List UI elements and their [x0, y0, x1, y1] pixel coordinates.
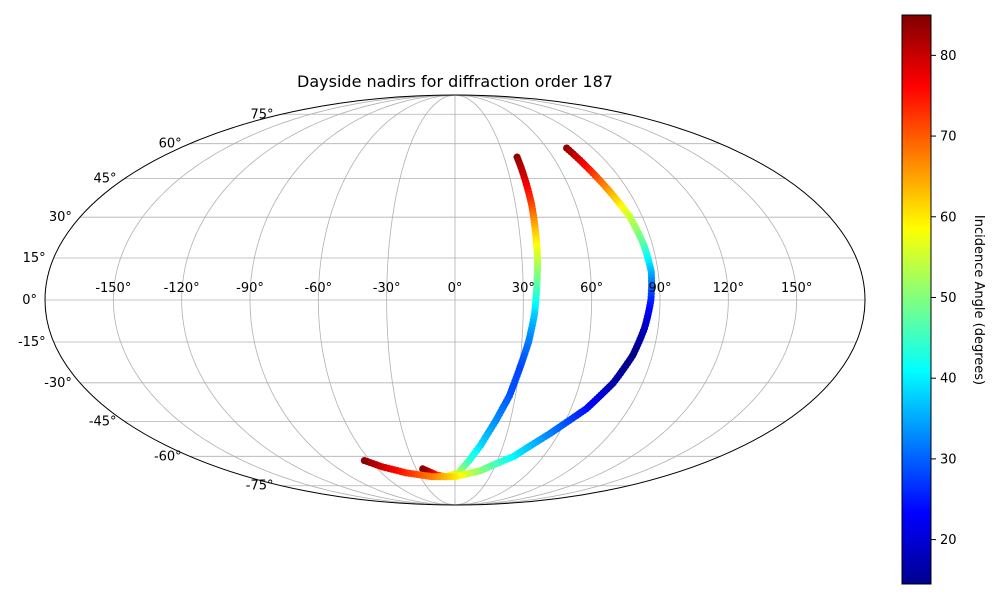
longitude-tick-label: 60°: [580, 281, 603, 296]
colorbar-gradient: [901, 14, 932, 585]
latitude-tick-label: -30°: [44, 376, 72, 391]
latitude-tick-label: 45°: [94, 172, 117, 187]
longitude-tick-labels: -150° -120° -90° -60° -30° 0° 30° 60° 90° 120° 150…: [95, 281, 812, 296]
longitude-tick-label: 120°: [713, 281, 744, 296]
map-boundary: [44, 94, 866, 506]
colorbar-ticks: 20 30 40 50 60 70 80: [931, 49, 957, 548]
data-point: [360, 456, 368, 465]
longitude-tick-label: -120°: [164, 281, 200, 296]
chart-title: Dayside nadirs for diffraction order 187: [297, 72, 613, 91]
latitude-tick-label: -45°: [89, 414, 117, 429]
colorbar: 20 30 40 50 60 70 80 Incidence Angle (degrees): [901, 14, 986, 585]
graticule-grid: [45, 94, 865, 506]
latitude-tick-label: 0°: [22, 293, 37, 308]
colorbar-tick-label: 50: [940, 291, 957, 306]
longitude-tick-label: 0°: [448, 281, 463, 296]
latitude-tick-label: 30°: [49, 210, 72, 225]
longitude-tick-label: -90°: [236, 281, 264, 296]
longitude-tick-label: 90°: [648, 281, 671, 296]
latitude-tick-label: -15°: [18, 335, 46, 350]
colorbar-tick-label: 80: [940, 49, 957, 64]
latitude-tick-label: -75°: [246, 479, 274, 494]
longitude-tick-label: -150°: [95, 281, 131, 296]
latitude-tick-label: -60°: [154, 449, 182, 464]
colorbar-tick-label: 60: [940, 210, 957, 225]
colorbar-tick-label: 70: [940, 130, 957, 145]
colorbar-label: Incidence Angle (degrees): [971, 215, 986, 385]
colorbar-tick-label: 20: [940, 533, 957, 548]
scatter-points: [360, 144, 656, 481]
longitude-tick-label: 150°: [781, 281, 812, 296]
longitude-tick-label: -60°: [304, 281, 332, 296]
colorbar-tick-label: 30: [940, 452, 957, 467]
latitude-tick-labels: -75° -60° -45° -30° -15° 0° 15° 30° 45° 60° 75°: [18, 107, 274, 493]
latitude-tick-label: 75°: [250, 107, 273, 122]
latitude-tick-label: 15°: [23, 251, 46, 266]
longitude-tick-label: 30°: [512, 281, 535, 296]
colorbar-tick-label: 40: [940, 372, 957, 387]
longitude-tick-label: -30°: [373, 281, 401, 296]
latitude-tick-label: 60°: [159, 137, 182, 152]
data-point: [419, 465, 427, 473]
